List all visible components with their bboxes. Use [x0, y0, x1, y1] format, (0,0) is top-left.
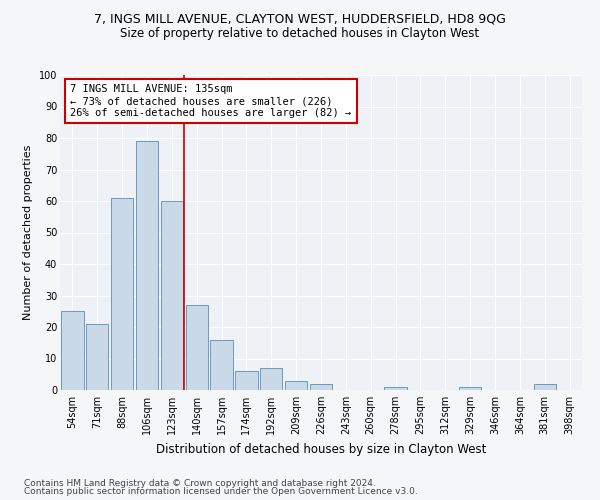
Bar	[136, 141, 158, 390]
Text: Contains HM Land Registry data © Crown copyright and database right 2024.: Contains HM Land Registry data © Crown c…	[24, 478, 376, 488]
Bar	[161, 201, 183, 390]
Bar	[211, 340, 233, 390]
Bar	[533, 384, 556, 390]
Text: 7, INGS MILL AVENUE, CLAYTON WEST, HUDDERSFIELD, HD8 9QG: 7, INGS MILL AVENUE, CLAYTON WEST, HUDDE…	[94, 12, 506, 26]
Bar	[260, 368, 283, 390]
Text: Size of property relative to detached houses in Clayton West: Size of property relative to detached ho…	[121, 28, 479, 40]
Bar	[310, 384, 332, 390]
Bar	[86, 324, 109, 390]
Bar	[111, 198, 133, 390]
Y-axis label: Number of detached properties: Number of detached properties	[23, 145, 33, 320]
Bar	[61, 311, 83, 390]
Bar	[285, 380, 307, 390]
Bar	[385, 387, 407, 390]
X-axis label: Distribution of detached houses by size in Clayton West: Distribution of detached houses by size …	[156, 442, 486, 456]
Bar	[459, 387, 481, 390]
Bar	[235, 371, 257, 390]
Text: Contains public sector information licensed under the Open Government Licence v3: Contains public sector information licen…	[24, 487, 418, 496]
Text: 7 INGS MILL AVENUE: 135sqm
← 73% of detached houses are smaller (226)
26% of sem: 7 INGS MILL AVENUE: 135sqm ← 73% of deta…	[70, 84, 352, 117]
Bar	[185, 305, 208, 390]
